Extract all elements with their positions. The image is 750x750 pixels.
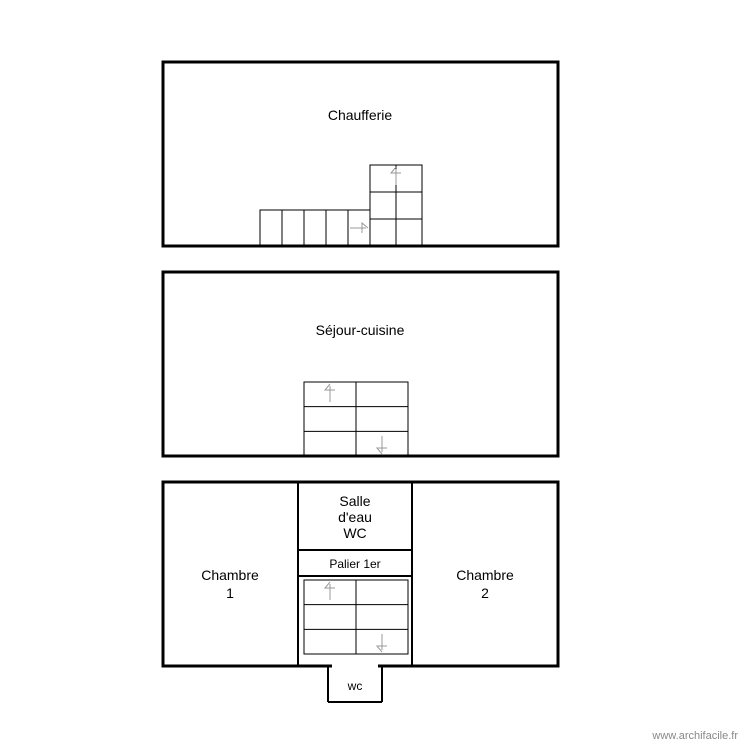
svg-text:Séjour-cuisine: Séjour-cuisine	[316, 322, 405, 338]
svg-text:WC: WC	[343, 525, 366, 541]
floor-plan: Chaufferie Séjour-cuisine Salled'eauWC Cham…	[0, 0, 750, 750]
svg-text:Chambre: Chambre	[201, 567, 259, 583]
svg-text:2: 2	[481, 585, 489, 601]
svg-text:1: 1	[226, 585, 234, 601]
svg-text:d'eau: d'eau	[338, 509, 372, 525]
watermark: www.archifacile.fr	[652, 730, 738, 742]
svg-text:wc: wc	[347, 679, 363, 693]
floor-f2	[163, 272, 558, 456]
floor-f1	[163, 62, 558, 246]
svg-text:Palier 1er: Palier 1er	[329, 557, 380, 571]
svg-text:Chaufferie: Chaufferie	[328, 107, 393, 123]
svg-text:Salle: Salle	[339, 493, 370, 509]
svg-text:Chambre: Chambre	[456, 567, 514, 583]
